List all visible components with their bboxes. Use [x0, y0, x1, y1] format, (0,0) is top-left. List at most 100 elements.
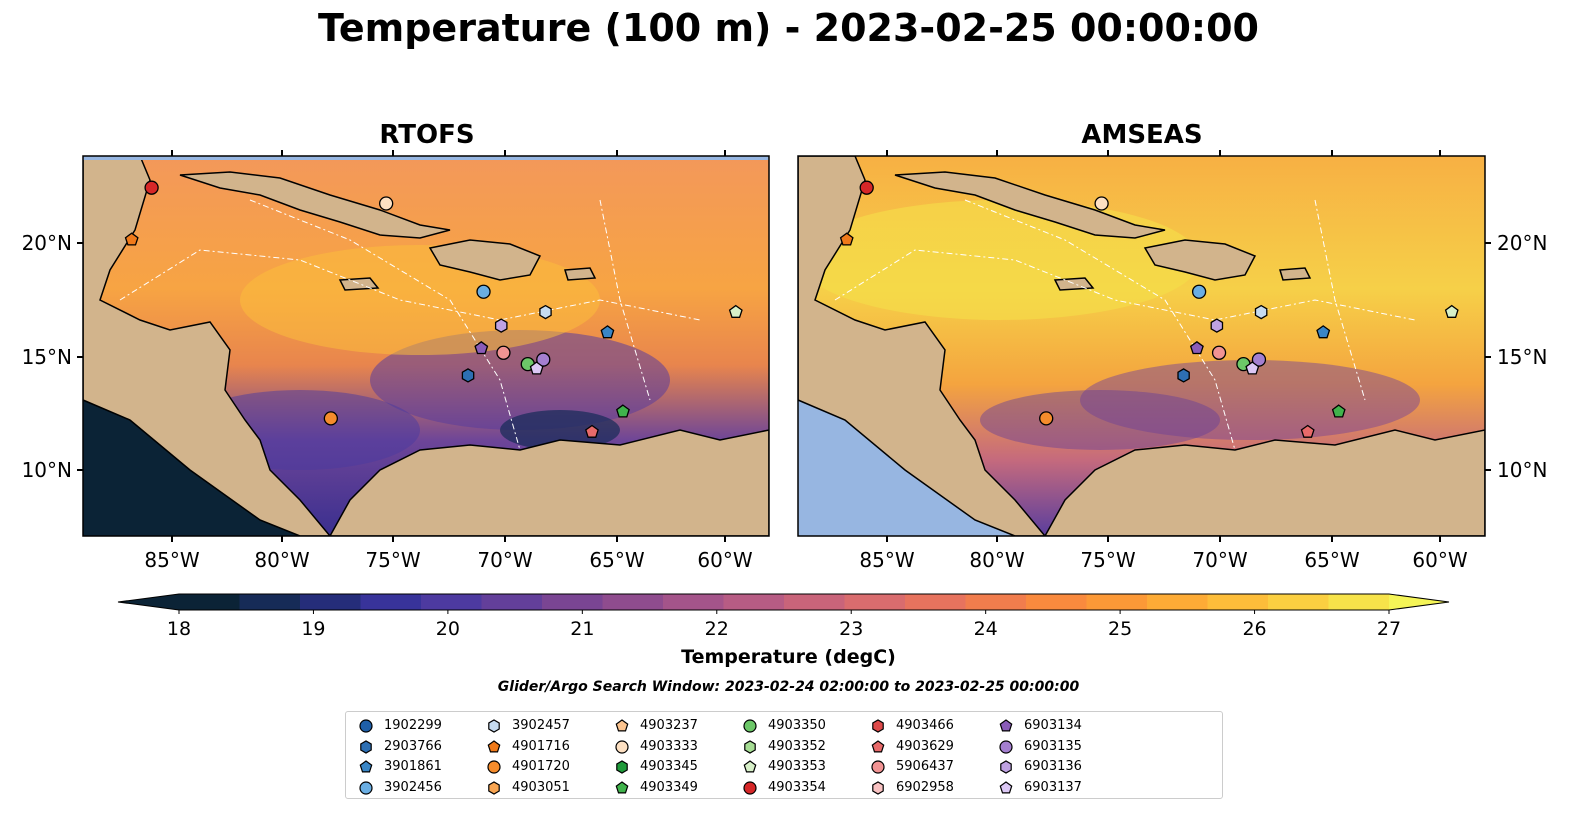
lon-label-60w-left: 60°W — [697, 548, 753, 572]
colorbar-label: Temperature (degC) — [681, 646, 896, 668]
hexagon-marker-icon — [488, 780, 500, 795]
colorbar-segment — [300, 594, 361, 610]
colorbar-segment — [784, 594, 845, 610]
figure-title: Temperature (100 m) - 2023-02-25 00:00:0… — [317, 6, 1259, 50]
lon-label-65w-left: 65°W — [589, 548, 645, 572]
float-marker-6903134-amseas — [1189, 340, 1204, 355]
colorbar-tick-label: 21 — [570, 618, 595, 640]
float-marker-4903354-rtofs — [144, 180, 159, 195]
legend-label: 4903466 — [896, 718, 954, 733]
hexagon-marker-icon — [744, 739, 756, 754]
legend-label: 4903353 — [768, 759, 826, 774]
pentagon-marker-icon — [999, 719, 1013, 732]
legend-label: 6903134 — [1024, 718, 1082, 733]
hexagon-marker-icon — [616, 760, 628, 774]
colorbar-segment — [602, 594, 664, 610]
colorbar-segment — [844, 594, 906, 610]
colorbar-tick-label: 19 — [301, 618, 326, 640]
amseas-markers — [839, 180, 1459, 438]
pentagon-marker-icon — [615, 719, 629, 732]
colorbar-segment — [663, 594, 724, 610]
colorbar-segment — [1268, 594, 1329, 610]
colorbar-segment — [239, 594, 301, 610]
float-marker-4903349-rtofs — [616, 404, 630, 418]
hexagon-marker-icon — [872, 780, 884, 795]
colorbar-segment — [179, 594, 240, 610]
colorbar-segment — [1147, 594, 1208, 610]
colorbar-segment — [1026, 594, 1087, 610]
float-marker-4903333-rtofs — [379, 196, 394, 211]
pentagon-marker-icon — [743, 760, 757, 773]
circle-marker-icon — [359, 719, 373, 733]
amseas-frame — [797, 155, 1486, 537]
legend-label: 4903345 — [640, 759, 698, 774]
colorbar-tick-label: 22 — [704, 618, 729, 640]
float-marker-4903629-amseas — [1300, 424, 1315, 438]
lon-label-70w-left: 70°W — [477, 548, 533, 572]
colorbar-segment — [481, 594, 543, 610]
circle-marker-icon — [359, 780, 373, 795]
circle-marker-icon — [743, 719, 757, 733]
colorbar-segment — [360, 594, 422, 610]
legend-label: 4903051 — [512, 779, 570, 795]
legend-label: 4901716 — [512, 738, 570, 754]
panel-title-amseas: AMSEAS — [1081, 120, 1203, 150]
colorbar-tick-label: 27 — [1376, 618, 1402, 640]
circle-marker-icon — [487, 760, 501, 774]
float-marker-6903135-rtofs — [536, 352, 551, 367]
pentagon-marker-icon — [487, 739, 501, 752]
legend-label: 4901720 — [512, 759, 570, 774]
pentagon-marker-icon — [999, 780, 1013, 793]
pentagon-marker-icon — [871, 739, 885, 752]
colorbar-tick-label: 18 — [166, 618, 192, 640]
colorbar-segment — [542, 594, 603, 610]
lon-label-85w-left: 85°W — [144, 548, 200, 572]
amseas-map — [798, 156, 1485, 536]
float-marker-6903136-amseas — [1210, 318, 1224, 333]
lon-label-80w-right: 80°W — [969, 548, 1025, 572]
float-marker-6903137-amseas — [1245, 361, 1260, 375]
search-window-text: Glider/Argo Search Window: 2023-02-24 02… — [497, 679, 1080, 695]
lon-label-75w-left: 75°W — [365, 548, 421, 572]
legend-label: 3902457 — [512, 718, 570, 733]
colorbar-segment — [905, 594, 966, 610]
float-marker-4903333-amseas — [1094, 196, 1109, 211]
float-marker-4901720-rtofs — [323, 411, 338, 426]
hexagon-marker-icon — [360, 739, 372, 754]
legend-label: 6903135 — [1024, 738, 1082, 754]
legend-label: 6902958 — [896, 779, 954, 795]
lat-label-20n-right: 20°N — [1497, 231, 1548, 255]
colorbar-under-arrow — [118, 594, 179, 610]
float-marker-3902457-rtofs — [539, 304, 552, 320]
legend-label: 3901861 — [384, 759, 442, 774]
legend-label: 6903136 — [1024, 759, 1082, 774]
colorbar-tick-label: 26 — [1242, 618, 1267, 640]
colorbar-segment — [421, 594, 482, 610]
legend-label: 4903629 — [896, 738, 954, 754]
float-marker-4903353-amseas — [1444, 304, 1459, 318]
float-marker-4903353-rtofs — [728, 304, 743, 318]
panel-title-rtofs: RTOFS — [379, 120, 475, 150]
hexagon-marker-icon — [1000, 760, 1012, 774]
colorbar-tick-label: 25 — [1108, 618, 1133, 640]
pentagon-marker-icon — [359, 760, 373, 773]
float-marker-3902456-rtofs — [476, 284, 491, 299]
float-marker-4901720-amseas — [1039, 411, 1054, 426]
float-marker-4901716-rtofs — [124, 232, 139, 246]
lon-label-70w-right: 70°W — [1192, 548, 1248, 572]
legend-label: 4903333 — [640, 738, 698, 754]
circle-marker-icon — [999, 739, 1013, 754]
legend-label: 4903349 — [640, 779, 698, 795]
colorbar-tick-label: 23 — [839, 618, 864, 640]
legend-label: 6903137 — [1024, 779, 1082, 795]
legend-label: 3902456 — [384, 779, 442, 795]
circle-marker-icon — [871, 760, 885, 774]
float-marker-3901861-amseas — [1316, 325, 1331, 339]
legend-label: 4903350 — [768, 718, 826, 733]
float-marker-6903137-rtofs — [529, 361, 544, 375]
colorbar-segment — [965, 594, 1027, 610]
hexagon-marker-icon — [488, 719, 500, 733]
float-legend: 1902299 2903766 3901861 3902456 3902457 49017… — [345, 711, 1223, 799]
rtofs-frame — [82, 155, 770, 537]
colorbar-segment — [1207, 594, 1269, 610]
